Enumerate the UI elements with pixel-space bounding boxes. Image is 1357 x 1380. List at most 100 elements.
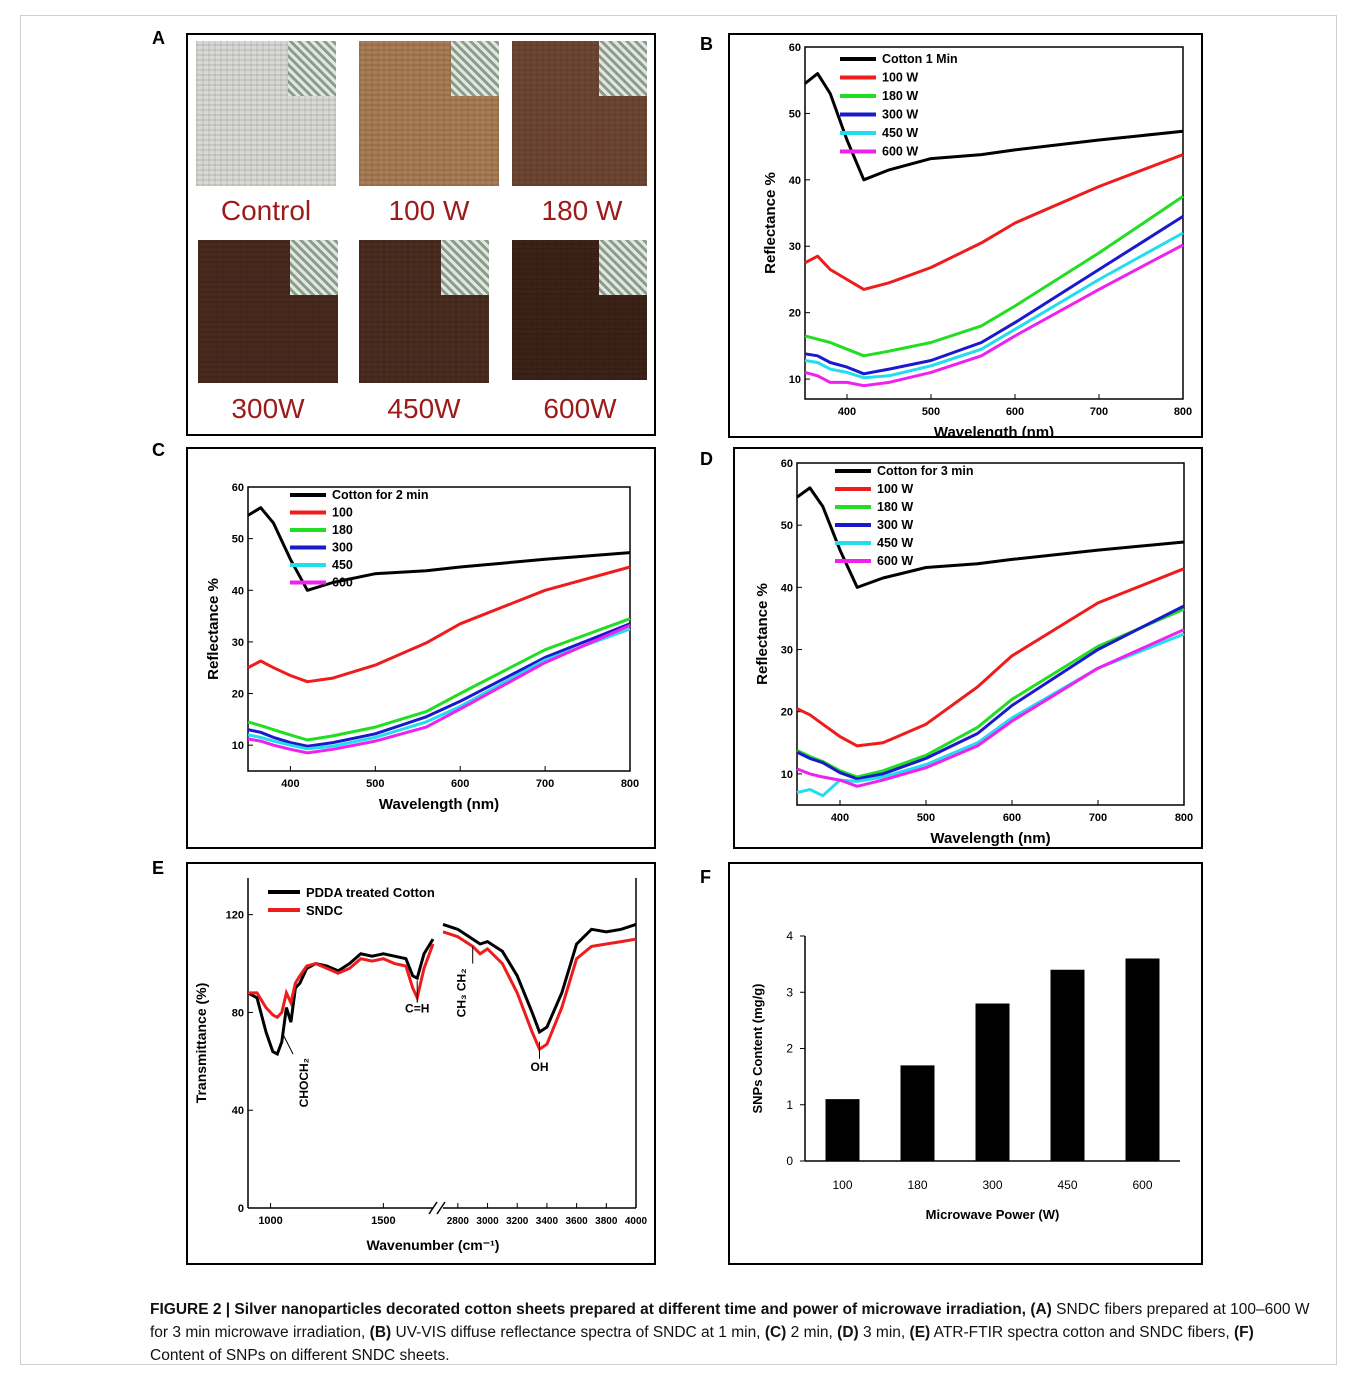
- caption-e-tag: (E): [909, 1324, 931, 1341]
- legend-label: 300 W: [882, 108, 918, 122]
- y-tick-label: 40: [781, 582, 793, 594]
- chart-e: 0 40 80 120 1000 1500 2800 3000 3200 3400 3600 3800…: [193, 878, 648, 1253]
- y-axis-label: Reflectance %: [205, 578, 222, 680]
- y-tick-label: 10: [232, 740, 244, 752]
- x-tick-label: 3000: [476, 1216, 499, 1227]
- x-tick-label: 500: [366, 778, 384, 790]
- photo-inset: [441, 240, 489, 295]
- x-axis-label: Wavelength (nm): [934, 424, 1054, 436]
- photo-label-300w: 300W: [231, 393, 305, 424]
- x-tick-label: 1500: [371, 1215, 395, 1227]
- legend-label: Cotton for 2 min: [332, 488, 429, 502]
- panel-label-d: D: [700, 449, 713, 469]
- x-tick-label: 400: [831, 812, 849, 824]
- x-tick-label: 100: [832, 1178, 852, 1192]
- x-tick-label: 700: [1090, 406, 1108, 418]
- series-line: [804, 215, 1184, 376]
- x-axis-label: Microwave Power (W): [926, 1207, 1060, 1222]
- legend-label: Cotton 1 Min: [882, 52, 958, 66]
- series-line: [247, 622, 631, 748]
- chart-f: 0 1 2 3 4 100 180 300 450 600 Microwave Power (W) S…: [750, 929, 1180, 1222]
- photo-inset: [290, 240, 338, 295]
- x-tick-label: 500: [917, 812, 935, 824]
- x-tick-label: 700: [536, 778, 554, 790]
- y-tick-label: 50: [232, 534, 244, 546]
- series-line: [247, 506, 631, 592]
- annotation-arrow: [281, 1031, 294, 1055]
- plot-area: [804, 46, 1184, 400]
- series-line: [796, 632, 1185, 798]
- series-line: [796, 628, 1185, 788]
- x-tick-label: 3800: [595, 1216, 618, 1227]
- x-tick-label: 2800: [447, 1216, 470, 1227]
- y-axis-label: SNPs Content (mg/g): [750, 984, 765, 1114]
- x-tick-label: 600: [1003, 812, 1021, 824]
- x-tick-label: 3600: [565, 1216, 588, 1227]
- x-tick-label: 3200: [506, 1216, 529, 1227]
- panel-f: 0 1 2 3 4 100 180 300 450 600 Microwave Power (W) S…: [728, 862, 1203, 1265]
- legend-label: 450: [332, 558, 353, 572]
- panel-a: Control 100 W 180 W 300W 450W 600W: [186, 33, 656, 436]
- annotation-label: CHOCH₂: [297, 1058, 311, 1107]
- axis-break: [428, 1201, 438, 1215]
- y-tick-label: 40: [789, 175, 801, 187]
- legend-label: 600 W: [877, 554, 913, 568]
- panel-b: 400 500 600 700 800 10 20 30 40 50 60 Wavelength (n…: [728, 33, 1203, 441]
- legend-label: 300: [332, 541, 353, 555]
- legend-label: 100 W: [882, 71, 918, 85]
- series-line: [248, 943, 435, 1020]
- panel-label-b: B: [700, 34, 713, 54]
- photo-300w: [198, 240, 338, 383]
- legend-label: 180 W: [877, 500, 913, 514]
- bar: [900, 1065, 935, 1161]
- x-tick-label: 450: [1057, 1178, 1077, 1192]
- bar: [1050, 969, 1085, 1161]
- photo-450w: [359, 240, 489, 383]
- legend-label: 180: [332, 523, 353, 537]
- series-line: [247, 627, 631, 751]
- x-tick-label: 3400: [536, 1216, 559, 1227]
- caption-c-text: 2 min,: [786, 1324, 838, 1341]
- photo-label-600w: 600W: [543, 393, 617, 424]
- caption-c-tag: (C): [764, 1324, 787, 1341]
- annotation-label: C=H: [405, 1001, 429, 1015]
- y-tick-label: 10: [789, 374, 801, 386]
- caption-e-text: ATR-FTIR spectra cotton and SNDC fibers,: [930, 1324, 1234, 1341]
- series-line: [804, 195, 1184, 358]
- panel-label-f: F: [700, 867, 711, 887]
- x-tick-label: 300: [982, 1178, 1002, 1192]
- photo-label-control: Control: [220, 195, 312, 226]
- x-tick-label: 800: [621, 778, 639, 790]
- y-tick-label: 20: [232, 689, 244, 701]
- photo-inset: [288, 41, 336, 96]
- x-tick-label: 800: [1174, 406, 1192, 418]
- y-tick-label: 30: [781, 645, 793, 657]
- x-tick-label: 800: [1175, 812, 1193, 824]
- y-tick-label: 1: [786, 1098, 793, 1112]
- legend-label: 180 W: [882, 89, 918, 103]
- caption-b-text: UV-VIS diffuse reflectance spectra of SN…: [391, 1324, 765, 1341]
- photo-100w: [359, 41, 499, 186]
- figure-caption: FIGURE 2 | Silver nanoparticles decorate…: [150, 1298, 1310, 1367]
- y-tick-label: 2: [786, 1042, 793, 1056]
- legend-label: PDDA treated Cotton: [306, 885, 435, 900]
- x-tick-label: 4000: [625, 1216, 648, 1227]
- figure-frame: [20, 15, 1337, 1365]
- series-line: [804, 153, 1184, 291]
- series-line: [442, 922, 637, 1035]
- legend-label: 300 W: [877, 518, 913, 532]
- y-tick-label: 120: [226, 910, 244, 922]
- legend-label: 450 W: [882, 126, 918, 140]
- chart-d: 400 500 600 700 800 10 20 30 40 50 60 Wavelength (n…: [754, 458, 1193, 847]
- x-tick-label: 500: [922, 406, 940, 418]
- y-axis-label: Reflectance %: [754, 583, 771, 685]
- y-tick-label: 0: [786, 1154, 793, 1168]
- photo-inset: [451, 41, 499, 96]
- legend-label: SNDC: [306, 903, 343, 918]
- x-axis-label: Wavelength (nm): [379, 796, 499, 813]
- photo-inset: [599, 240, 647, 295]
- series-line: [442, 930, 637, 1052]
- photo-control: [196, 41, 336, 186]
- legend-label: 100 W: [877, 482, 913, 496]
- series-line: [796, 567, 1185, 748]
